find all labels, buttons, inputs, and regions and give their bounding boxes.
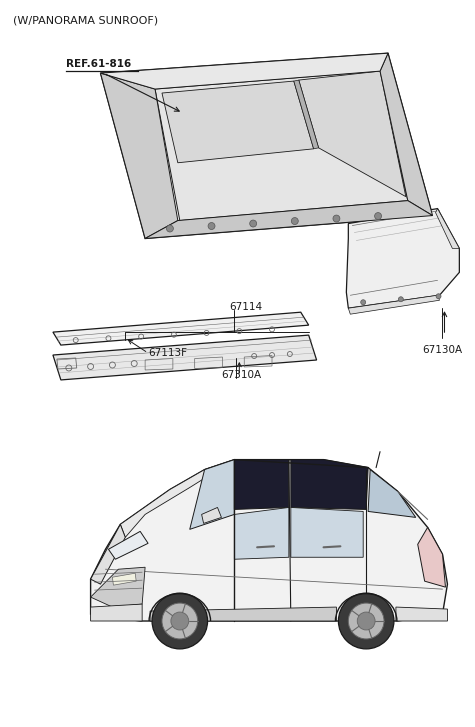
Text: 67113F: 67113F: [148, 348, 187, 358]
Polygon shape: [291, 507, 363, 558]
Text: (W/PANORAMA SUNROOF): (W/PANORAMA SUNROOF): [13, 15, 158, 25]
Polygon shape: [91, 567, 145, 607]
Circle shape: [348, 603, 384, 639]
Polygon shape: [368, 470, 416, 518]
Circle shape: [171, 612, 189, 630]
Text: 67130A: 67130A: [423, 345, 463, 355]
Polygon shape: [291, 459, 368, 510]
Polygon shape: [190, 459, 234, 529]
Polygon shape: [113, 573, 136, 585]
Circle shape: [152, 593, 208, 649]
Polygon shape: [396, 607, 447, 621]
Polygon shape: [53, 335, 317, 380]
Circle shape: [361, 300, 366, 305]
Polygon shape: [294, 80, 319, 149]
Polygon shape: [348, 295, 439, 314]
Polygon shape: [91, 524, 125, 585]
Polygon shape: [91, 459, 447, 621]
Polygon shape: [346, 209, 459, 308]
Polygon shape: [101, 53, 433, 238]
Circle shape: [399, 297, 403, 302]
Circle shape: [166, 225, 173, 232]
Polygon shape: [101, 73, 178, 238]
Circle shape: [208, 222, 215, 230]
Polygon shape: [418, 527, 446, 587]
Polygon shape: [150, 607, 336, 621]
Polygon shape: [145, 201, 433, 238]
Polygon shape: [201, 507, 221, 523]
Circle shape: [338, 593, 394, 649]
Polygon shape: [53, 312, 309, 345]
Text: 67114: 67114: [229, 302, 263, 312]
Polygon shape: [155, 71, 408, 220]
Polygon shape: [162, 81, 314, 163]
Polygon shape: [234, 507, 289, 559]
Polygon shape: [234, 459, 289, 510]
Circle shape: [291, 217, 298, 225]
Polygon shape: [299, 71, 406, 196]
Circle shape: [357, 612, 375, 630]
Circle shape: [436, 294, 441, 299]
Polygon shape: [120, 459, 234, 537]
Polygon shape: [108, 531, 148, 559]
Circle shape: [162, 603, 198, 639]
Circle shape: [333, 215, 340, 222]
Circle shape: [375, 212, 381, 220]
Polygon shape: [101, 53, 388, 89]
Text: REF.61-816: REF.61-816: [66, 59, 131, 69]
Polygon shape: [91, 604, 142, 621]
Circle shape: [250, 220, 256, 227]
Polygon shape: [436, 209, 459, 249]
Polygon shape: [380, 53, 433, 216]
Text: 67310A: 67310A: [221, 370, 262, 380]
